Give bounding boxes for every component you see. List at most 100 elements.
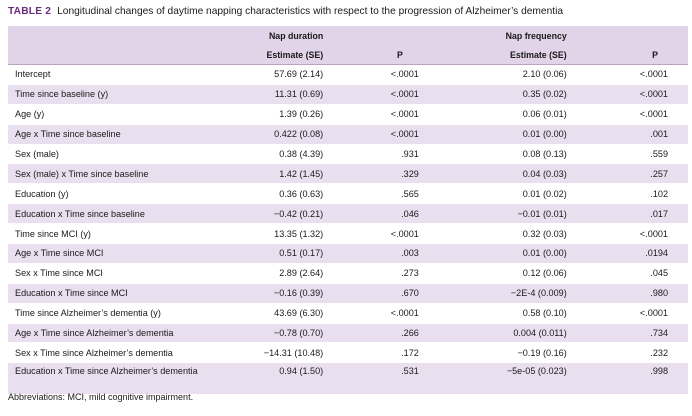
nap-duration-estimate-cell: −0.42 (0.21)	[206, 203, 332, 225]
header-p-duration: P	[331, 45, 445, 65]
nap-frequency-estimate-cell: 0.08 (0.13)	[444, 144, 595, 165]
row-label-cell: Time since Alzheimer’s dementia (y)	[8, 303, 207, 324]
nap-duration-p-cell: <.0001	[331, 223, 445, 245]
table-title: Longitudinal changes of daytime napping …	[57, 6, 563, 17]
row-label-cell: Education (y)	[8, 183, 207, 205]
results-table: Nap duration Nap frequency Estimate (SE)…	[8, 26, 688, 396]
table-number: TABLE 2	[8, 6, 52, 17]
row-label-cell: Age x Time since baseline	[8, 124, 207, 145]
nap-frequency-p-cell: .001	[594, 124, 688, 145]
row-label-cell: Age (y)	[8, 104, 207, 125]
header-empty-cell	[8, 26, 207, 45]
table-row: Age x Time since Alzheimer’s dementia −0.…	[8, 323, 688, 344]
row-label-cell: Intercept	[8, 64, 207, 85]
nap-duration-estimate-cell: 11.31 (0.69)	[206, 84, 332, 105]
row-label-cell: Age x Time since MCI	[8, 243, 207, 264]
table-body: Intercept 57.69 (2.14) <.0001 2.10 (0.06) <.…	[8, 64, 688, 396]
table-row: Age x Time since baseline 0.422 (0.08) <.0…	[8, 124, 688, 145]
nap-frequency-estimate-cell: 0.06 (0.01)	[444, 104, 595, 125]
nap-frequency-p-cell: <.0001	[594, 223, 688, 245]
header-empty-cell	[331, 26, 445, 45]
nap-duration-p-cell: .266	[331, 323, 445, 344]
nap-frequency-p-cell: .045	[594, 263, 688, 284]
nap-frequency-p-cell: <.0001	[594, 303, 688, 324]
nap-duration-p-cell: .565	[331, 183, 445, 205]
nap-duration-p-cell: <.0001	[331, 124, 445, 145]
row-label-cell: Education x Time since Alzheimer’s demen…	[8, 362, 207, 396]
table-row: Time since Alzheimer’s dementia (y) 43.69…	[8, 303, 688, 324]
header-empty-cell	[594, 26, 688, 45]
table-row: Sex x Time since Alzheimer’s dementia −14…	[8, 342, 688, 364]
header-group-nap-duration: Nap duration	[206, 26, 332, 45]
nap-duration-p-cell: .531	[331, 362, 445, 396]
row-label-cell: Sex (male) x Time since baseline	[8, 163, 207, 185]
nap-duration-p-cell: .670	[331, 283, 445, 304]
table-row: Education x Time since Alzheimer’s demen…	[8, 362, 688, 396]
nap-frequency-estimate-cell: −5e-05 (0.023)	[444, 362, 595, 396]
nap-frequency-p-cell: .0194	[594, 243, 688, 264]
nap-frequency-estimate-cell: 0.58 (0.10)	[444, 303, 595, 324]
nap-frequency-estimate-cell: 0.04 (0.03)	[444, 163, 595, 185]
nap-duration-estimate-cell: 0.94 (1.50)	[206, 362, 332, 396]
table-row: Education x Time since baseline −0.42 (0.…	[8, 203, 688, 225]
table-row: Time since baseline (y) 11.31 (0.69) <.000…	[8, 84, 688, 105]
nap-frequency-estimate-cell: −0.01 (0.01)	[444, 203, 595, 225]
nap-frequency-p-cell: <.0001	[594, 84, 688, 105]
row-label-cell: Age x Time since Alzheimer’s dementia	[8, 323, 207, 344]
nap-duration-estimate-cell: 1.42 (1.45)	[206, 163, 332, 185]
nap-duration-estimate-cell: −0.78 (0.70)	[206, 323, 332, 344]
table-row: Time since MCI (y) 13.35 (1.32) <.0001 0.32…	[8, 223, 688, 245]
nap-duration-estimate-cell: 1.39 (0.26)	[206, 104, 332, 125]
nap-frequency-p-cell: <.0001	[594, 104, 688, 125]
nap-duration-p-cell: <.0001	[331, 303, 445, 324]
table-row: Education x Time since MCI −0.16 (0.39) .6…	[8, 283, 688, 304]
nap-frequency-p-cell: .734	[594, 323, 688, 344]
row-label-cell: Time since MCI (y)	[8, 223, 207, 245]
nap-duration-p-cell: .046	[331, 203, 445, 225]
nap-duration-p-cell: <.0001	[331, 84, 445, 105]
nap-duration-p-cell: <.0001	[331, 64, 445, 85]
row-label-cell: Education x Time since MCI	[8, 283, 207, 304]
nap-duration-estimate-cell: −0.16 (0.39)	[206, 283, 332, 304]
nap-frequency-estimate-cell: 0.01 (0.00)	[444, 243, 595, 264]
nap-frequency-estimate-cell: 2.10 (0.06)	[444, 64, 595, 85]
nap-frequency-estimate-cell: 0.32 (0.03)	[444, 223, 595, 245]
nap-frequency-p-cell: .998	[594, 362, 688, 396]
nap-frequency-p-cell: .102	[594, 183, 688, 205]
nap-duration-estimate-cell: 57.69 (2.14)	[206, 64, 332, 85]
table-row: Intercept 57.69 (2.14) <.0001 2.10 (0.06) <.…	[8, 64, 688, 85]
nap-duration-p-cell: .273	[331, 263, 445, 284]
nap-duration-p-cell: .931	[331, 144, 445, 165]
table-row: Age x Time since MCI 0.51 (0.17) .003 0.01 …	[8, 243, 688, 264]
nap-frequency-estimate-cell: −0.19 (0.16)	[444, 342, 595, 364]
nap-duration-p-cell: <.0001	[331, 104, 445, 125]
header-estimate-duration: Estimate (SE)	[206, 45, 332, 65]
nap-duration-estimate-cell: 0.422 (0.08)	[206, 124, 332, 145]
header-row-groups: Nap duration Nap frequency	[8, 26, 688, 45]
nap-frequency-p-cell: <.0001	[594, 64, 688, 85]
row-label-cell: Time since baseline (y)	[8, 84, 207, 105]
nap-duration-estimate-cell: 0.38 (4.39)	[206, 144, 332, 165]
header-empty-cell	[8, 45, 207, 65]
nap-frequency-estimate-cell: −2E-4 (0.009)	[444, 283, 595, 304]
row-label-cell: Education x Time since baseline	[8, 203, 207, 225]
nap-duration-estimate-cell: 0.36 (0.63)	[206, 183, 332, 205]
nap-frequency-p-cell: .017	[594, 203, 688, 225]
nap-duration-estimate-cell: −14.31 (10.48)	[206, 342, 332, 364]
table-row: Age (y) 1.39 (0.26) <.0001 0.06 (0.01) <.000…	[8, 104, 688, 125]
nap-duration-estimate-cell: 0.51 (0.17)	[206, 243, 332, 264]
header-group-nap-frequency: Nap frequency	[444, 26, 595, 45]
nap-frequency-estimate-cell: 0.12 (0.06)	[444, 263, 595, 284]
nap-frequency-p-cell: .232	[594, 342, 688, 364]
nap-duration-p-cell: .003	[331, 243, 445, 264]
row-label-cell: Sex (male)	[8, 144, 207, 165]
table-row: Education (y) 0.36 (0.63) .565 0.01 (0.02).…	[8, 183, 688, 205]
header-estimate-frequency: Estimate (SE)	[444, 45, 595, 65]
nap-frequency-p-cell: .980	[594, 283, 688, 304]
table-row: Sex (male) 0.38 (4.39) .931 0.08 (0.13) .559	[8, 144, 688, 165]
row-label-cell: Sex x Time since MCI	[8, 263, 207, 284]
nap-frequency-estimate-cell: 0.01 (0.02)	[444, 183, 595, 205]
nap-frequency-estimate-cell: 0.01 (0.00)	[444, 124, 595, 145]
nap-duration-p-cell: .329	[331, 163, 445, 185]
table-row: Sex (male) x Time since baseline 1.42 (1.…	[8, 163, 688, 185]
